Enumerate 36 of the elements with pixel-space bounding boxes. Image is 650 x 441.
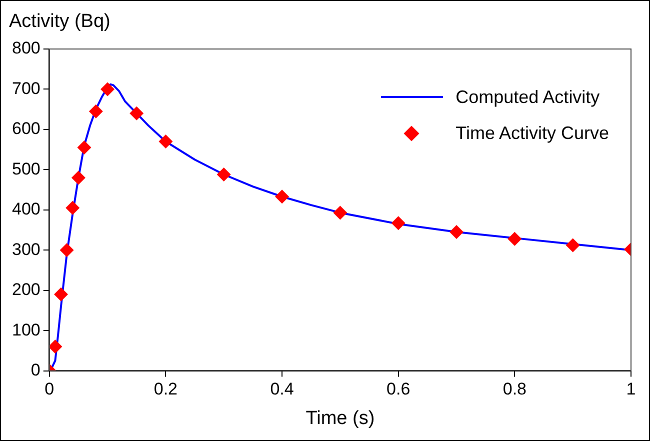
y-tick-label: 700	[12, 78, 40, 98]
y-tick-label: 300	[12, 240, 40, 259]
point	[66, 200, 80, 215]
point	[88, 104, 103, 118]
legend-label: Time Activity Curve	[456, 122, 609, 144]
point	[216, 168, 231, 182]
y-tick-label: 800	[12, 38, 40, 58]
point	[391, 216, 406, 230]
point	[275, 190, 290, 204]
y-tick-label: 500	[12, 159, 40, 178]
point	[71, 170, 86, 185]
legend-label: Computed Activity	[456, 86, 600, 108]
point	[100, 82, 115, 96]
x-tick-label: 0.8	[502, 380, 526, 399]
point	[77, 140, 92, 155]
point	[158, 134, 173, 149]
x-tick-label: 0.2	[154, 380, 178, 399]
point	[49, 340, 62, 354]
y-tick-label: 200	[12, 280, 40, 300]
x-tick-label: 0.6	[386, 380, 410, 399]
x-tick-label: 1	[626, 380, 636, 399]
x-tick-label: 0.4	[270, 380, 294, 399]
point	[130, 106, 144, 120]
y-axis-title: Activity (Bq)	[9, 11, 110, 33]
y-tick-label: 100	[12, 320, 40, 340]
point	[566, 238, 580, 252]
y-tick-label: 600	[12, 119, 40, 138]
point	[450, 225, 464, 240]
x-axis-title: Time (s)	[306, 408, 375, 429]
y-tick-label: 400	[12, 200, 40, 219]
x-tick-label: 0	[44, 380, 54, 399]
y-tick-label: 0	[30, 360, 40, 380]
point	[60, 243, 74, 258]
point	[508, 232, 522, 246]
point	[54, 287, 68, 302]
point	[333, 206, 348, 220]
